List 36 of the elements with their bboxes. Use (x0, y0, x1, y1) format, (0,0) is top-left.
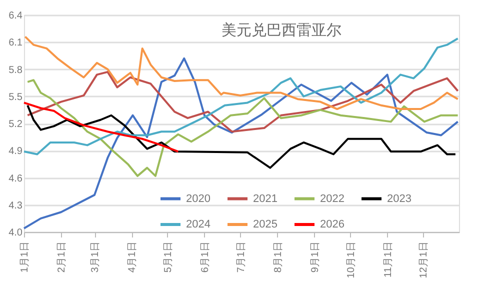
legend-label: 2026 (320, 218, 344, 230)
legend-label: 2025 (253, 218, 278, 230)
x-tick-label: 3月1日 (90, 242, 102, 273)
x-tick-label: 6月1日 (200, 242, 211, 273)
y-tick-label: 5.8 (8, 64, 23, 76)
line-series (26, 70, 459, 133)
x-tick-label: 5月1日 (162, 242, 174, 273)
line-series (24, 36, 459, 110)
x-tick-label: 11月1日 (382, 242, 394, 278)
line-series (26, 79, 459, 177)
legend-label: 2023 (387, 192, 412, 205)
x-tick-label: 1月1日 (20, 242, 30, 273)
x-tick-label: 12月1日 (418, 242, 430, 278)
x-tick-label: 2月1日 (56, 242, 68, 273)
y-tick-label: 5.2 (8, 119, 23, 130)
legend-label: 2022 (320, 192, 344, 205)
y-tick-label: 5.5 (8, 92, 23, 103)
legend-label: 2020 (186, 192, 210, 205)
y-tick-label: 6.4 (8, 10, 23, 22)
x-tick-label: 7月1日 (236, 242, 247, 273)
legend-label: 2021 (253, 192, 278, 205)
line-series (23, 57, 459, 230)
x-tick-label: 9月1日 (310, 242, 321, 273)
legend-label: 2024 (186, 218, 210, 230)
text: 美元兑巴西雷亚尔 (222, 22, 342, 39)
y-tick-label: 4.0 (8, 228, 23, 238)
x-tick-label: 10月1日 (346, 242, 357, 278)
line-series (23, 102, 180, 153)
y-tick-label: 4.6 (8, 173, 23, 184)
line-series (23, 38, 459, 156)
x-tick-label: 8月1日 (272, 242, 284, 273)
y-tick-label: 4.3 (8, 200, 23, 212)
y-tick-label: 6.1 (8, 38, 23, 49)
x-tick-label: 4月1日 (127, 242, 138, 273)
line-series (26, 104, 456, 169)
y-tick-label: 4.9 (8, 146, 23, 158)
